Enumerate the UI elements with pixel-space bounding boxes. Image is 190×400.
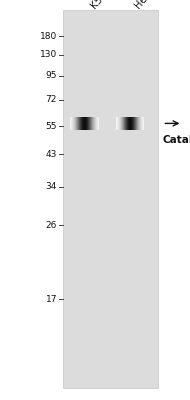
Text: K562: K562 — [89, 0, 113, 10]
Text: 180: 180 — [40, 32, 57, 41]
Text: 72: 72 — [46, 96, 57, 104]
Text: 34: 34 — [46, 182, 57, 192]
Text: 95: 95 — [45, 71, 57, 80]
Text: Hela: Hela — [133, 0, 155, 10]
Text: 17: 17 — [45, 295, 57, 304]
Text: 43: 43 — [46, 150, 57, 159]
Text: 55: 55 — [45, 122, 57, 131]
Text: 130: 130 — [40, 50, 57, 59]
Text: Catalase: Catalase — [162, 136, 190, 146]
Text: 26: 26 — [46, 221, 57, 230]
Bar — [63, 10, 158, 388]
